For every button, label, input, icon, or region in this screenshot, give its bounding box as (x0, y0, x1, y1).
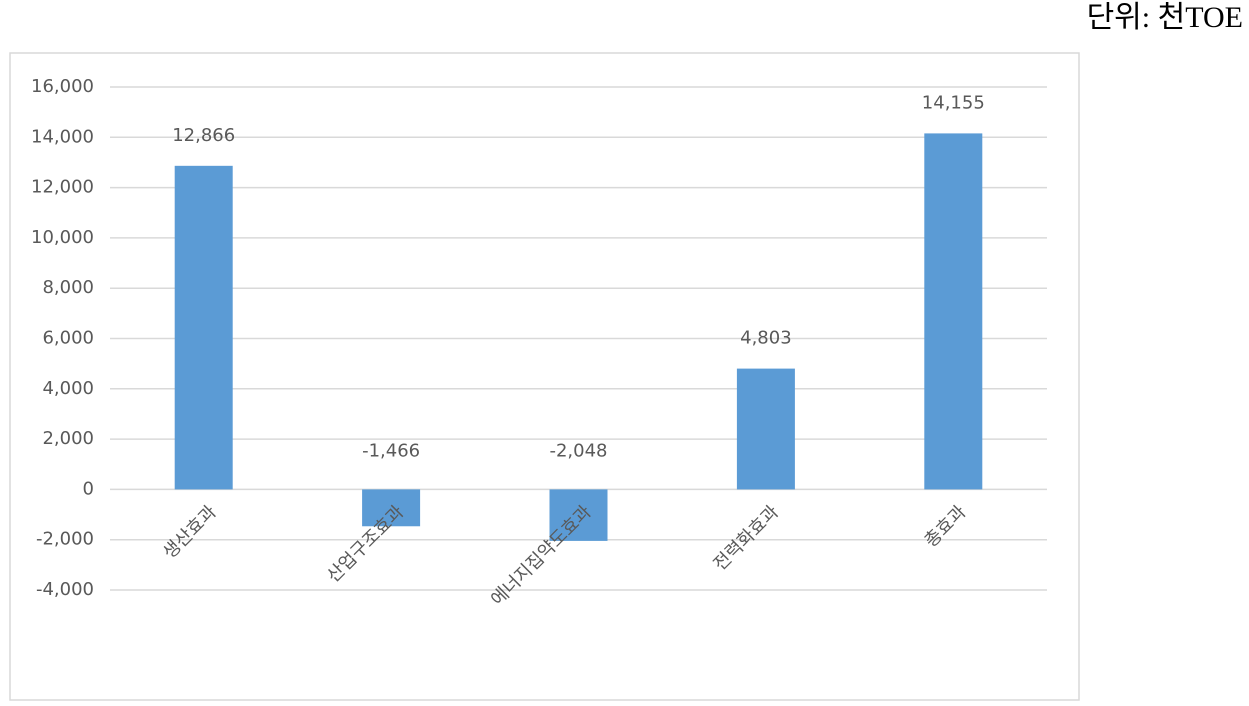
bar (362, 489, 421, 527)
data-label: 4,803 (740, 328, 792, 349)
y-tick-label: 16,000 (31, 76, 94, 97)
unit-label: 단위: 천TOE (1087, 1, 1243, 34)
data-label: 14,155 (922, 92, 985, 113)
bar (736, 368, 795, 490)
y-tick-label: 4,000 (42, 378, 94, 399)
y-tick-label: 10,000 (31, 227, 94, 248)
data-label: -1,466 (362, 440, 420, 461)
y-tick-label: 2,000 (42, 428, 94, 449)
bar (549, 489, 608, 541)
y-tick-label: 14,000 (31, 126, 94, 147)
y-tick-label: 8,000 (42, 277, 94, 298)
y-tick-label: 0 (83, 478, 94, 499)
chart-frame (9, 52, 1080, 701)
y-tick-label: 6,000 (42, 328, 94, 349)
data-label: 12,866 (172, 125, 235, 146)
y-tick-label: -2,000 (36, 529, 94, 550)
y-tick-label: 12,000 (31, 177, 94, 198)
y-tick-label: -4,000 (36, 579, 94, 600)
bar (924, 133, 983, 490)
bar (174, 165, 233, 490)
data-label: -2,048 (549, 440, 607, 461)
